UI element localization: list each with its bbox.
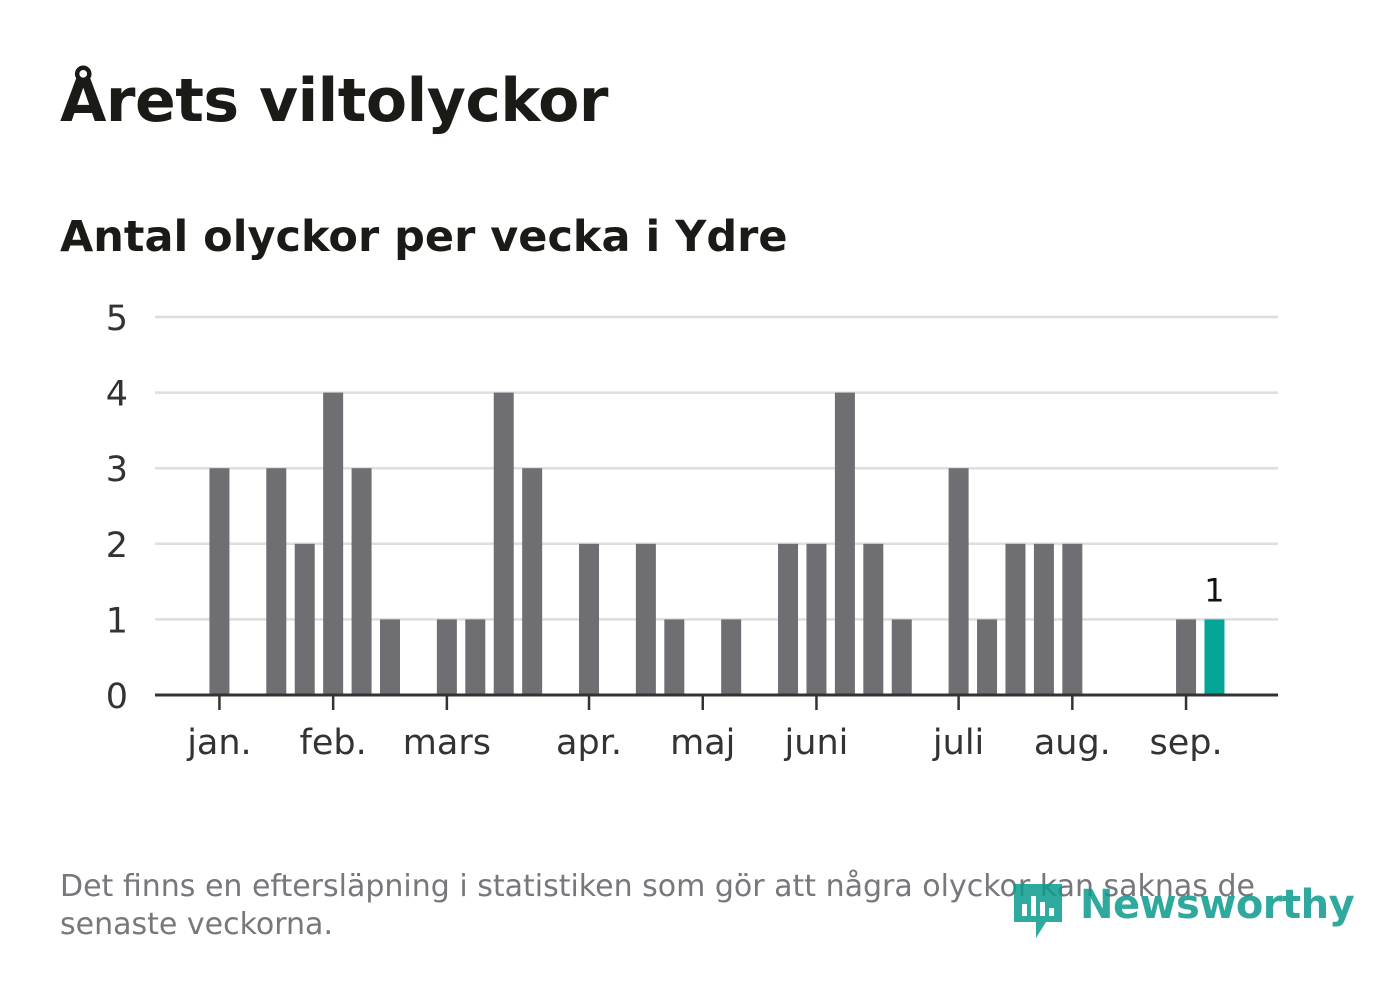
- y-tick-label-5: 5: [106, 299, 128, 339]
- bar-week-37: [1204, 619, 1225, 695]
- y-tick-label-2: 2: [106, 526, 128, 566]
- y-tick-label-1: 1: [106, 601, 128, 641]
- logo-text: Newsworthy: [1080, 882, 1355, 928]
- bar-chart: 0 1 2 3 4 5 jan. feb. mars apr. maj juni juli aug. se…: [106, 299, 1278, 763]
- bar-week-20: [721, 619, 742, 695]
- bar-week-22: [778, 543, 799, 695]
- bar-week-18: [664, 619, 685, 695]
- chart-subtitle: Antal olyckor per vecka i Ydre: [60, 212, 788, 262]
- bar-week-17: [635, 543, 656, 695]
- bar-week-15: [579, 543, 600, 695]
- x-tick-label-juni: juni: [784, 723, 849, 763]
- bar-week-6: [323, 392, 344, 695]
- bar-week-28: [948, 468, 969, 695]
- bar-week-11: [465, 619, 486, 695]
- x-axis-tick-labels: jan. feb. mars apr. maj juni juli aug. sep.: [186, 723, 1222, 763]
- bar-week-10: [436, 619, 457, 695]
- bar-week-8: [380, 619, 401, 695]
- bar-week-7: [351, 468, 372, 695]
- data-labels: 1: [1204, 571, 1224, 609]
- bar-chart-speech-bubble-icon: [1014, 884, 1062, 938]
- bar-week-12: [493, 392, 514, 695]
- bar-week-4: [266, 468, 287, 695]
- bar-week-5: [294, 543, 315, 695]
- bar-week-30: [1005, 543, 1026, 695]
- bar-week-36: [1176, 619, 1197, 695]
- bar-week-13: [522, 468, 543, 695]
- y-tick-label-3: 3: [106, 450, 128, 490]
- bar-week-31: [1033, 543, 1054, 695]
- y-tick-label-4: 4: [106, 375, 128, 415]
- x-tick-label-aug.: aug.: [1034, 723, 1111, 763]
- y-axis-tick-labels: 0 1 2 3 4 5: [106, 299, 128, 717]
- x-tick-label-juli: juli: [932, 723, 984, 763]
- bar-week-24: [834, 392, 855, 695]
- data-label-highlight: 1: [1204, 571, 1224, 609]
- x-tick-label-feb.: feb.: [300, 723, 367, 763]
- bar-week-2: [209, 468, 230, 695]
- x-axis: [155, 693, 1278, 710]
- chart-title: Årets viltolyckor: [60, 66, 609, 136]
- x-tick-label-mars: mars: [403, 723, 491, 763]
- bar-week-32: [1062, 543, 1083, 695]
- bar-week-23: [806, 543, 827, 695]
- x-tick-label-sep.: sep.: [1149, 723, 1222, 763]
- y-tick-label-0: 0: [106, 677, 128, 717]
- bars: [209, 392, 1225, 695]
- bar-week-26: [891, 619, 912, 695]
- newsworthy-logo: Newsworthy: [1010, 878, 1355, 942]
- x-tick-label-jan.: jan.: [186, 723, 251, 763]
- bar-week-25: [863, 543, 884, 695]
- x-tick-label-maj: maj: [670, 723, 735, 763]
- bar-week-29: [977, 619, 998, 695]
- x-tick-label-apr.: apr.: [556, 723, 622, 763]
